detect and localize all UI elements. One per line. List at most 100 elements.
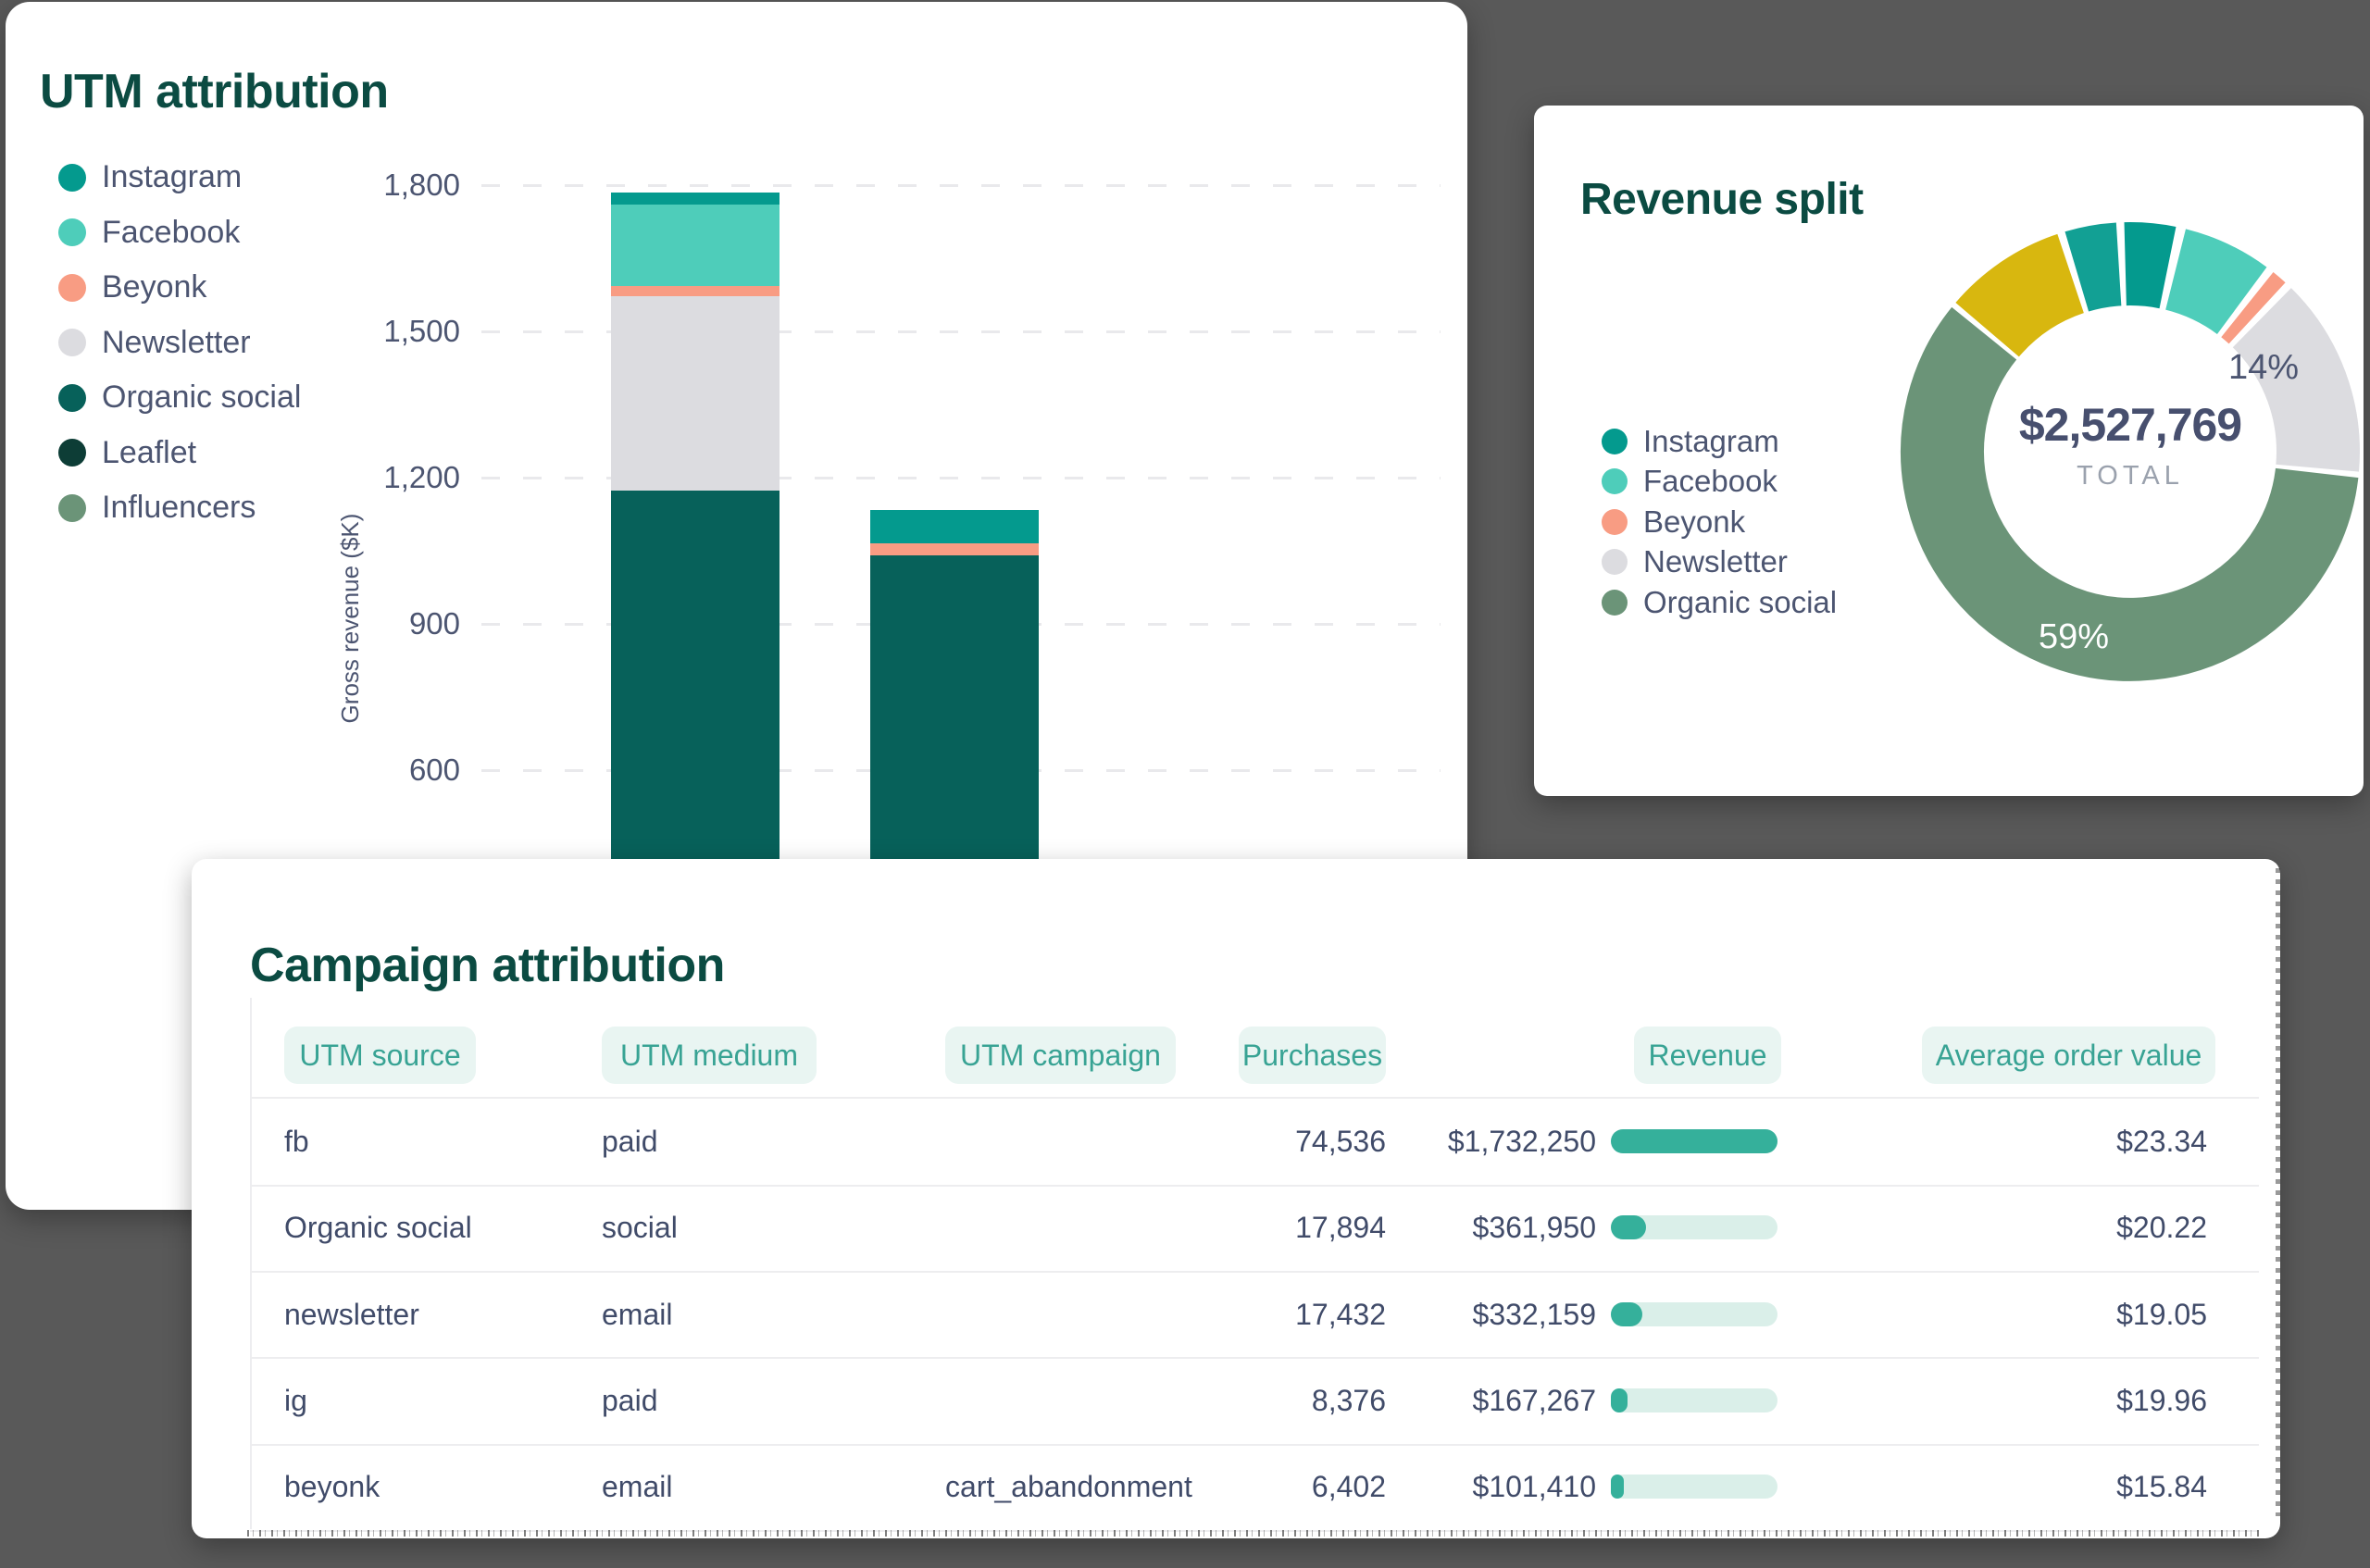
revenue-bar-track [1611,1475,1778,1500]
donut-segment-beyonk[interactable] [2220,271,2286,344]
cell-utm-medium: paid [602,1125,658,1158]
campaign-attribution-card: Campaign attribution UTM source UTM mediu… [192,859,2280,1538]
donut-total-label: TOTAL [2077,461,2184,491]
campaign-table: UTM source UTM medium UTM campaign Purchase… [192,859,2280,1538]
cell-utm-medium: email [602,1470,673,1504]
legend-dot-icon [58,493,86,522]
row-separator [250,1443,2259,1446]
cell-utm-source: beyonk [284,1470,380,1504]
revenue-bar-fill [1611,1129,1778,1153]
cell-avg-order-value: $23.34 [2116,1125,2207,1158]
legend-item-organic-social[interactable]: Organic social [1602,582,1837,623]
legend-item-newsletter[interactable]: Newsletter [58,316,301,371]
bar-1-segment-instagram[interactable] [611,192,780,205]
legend-item-beyonk[interactable]: Beyonk [58,260,301,316]
legend-label: Facebook [102,214,241,250]
legend-label: Newsletter [102,324,251,360]
cell-avg-order-value: $20.22 [2116,1211,2207,1245]
utm-legend: Instagram Facebook Beyonk Newsletter Organic… [58,150,301,536]
cell-revenue: $361,950 [1472,1211,1596,1245]
clipped-row-artifact [247,1530,2262,1537]
legend-dot-icon [1602,549,1628,576]
revenue-bar-fill [1611,1475,1624,1500]
cell-purchases: 17,894 [1295,1211,1386,1245]
bar-1-segment-beyonk[interactable] [611,286,780,297]
legend-item-facebook[interactable]: Facebook [1602,462,1837,503]
legend-item-beyonk[interactable]: Beyonk [1602,502,1837,542]
cell-revenue: $167,267 [1472,1383,1596,1417]
bar-2-segment-beyonk[interactable] [870,543,1039,556]
cell-revenue: $332,159 [1472,1297,1596,1331]
column-header-revenue[interactable]: Revenue [1634,1027,1781,1084]
donut-segment-organic-social[interactable] [1901,306,2359,681]
legend-dot-icon [1602,468,1628,495]
legend-item-influencers[interactable]: Influencers [58,480,301,536]
donut-total-value: $2,527,769 [2018,399,2242,451]
legend-dot-icon [58,163,86,192]
revenue-legend: Instagram Facebook Beyonk Newsletter Organic… [1602,421,1837,623]
cell-utm-source: ig [284,1383,307,1417]
cell-utm-medium: paid [602,1383,658,1417]
bar-1-segment-facebook[interactable] [611,205,780,287]
legend-item-facebook[interactable]: Facebook [58,205,301,261]
legend-dot-icon [1602,508,1628,535]
cell-purchases: 8,376 [1311,1383,1386,1417]
cell-utm-source: newsletter [284,1297,419,1331]
donut-segment-instagram[interactable] [2124,222,2177,309]
cell-utm-source: fb [284,1125,309,1158]
legend-label: Instagram [102,159,243,195]
legend-label: Facebook [1643,464,1778,499]
clipped-edge-artifact [2276,868,2280,1516]
legend-item-organic-social[interactable]: Organic social [58,370,301,426]
column-header-utm-source[interactable]: UTM source [284,1027,476,1084]
organic-percent-label: 59% [2038,617,2110,656]
revenue-bar-track [1611,1215,1778,1240]
legend-item-leaflet[interactable]: Leaflet [58,426,301,481]
revenue-bar-track [1611,1388,1778,1412]
revenue-bar-track [1611,1301,1778,1326]
revenue-split-card: Revenue split Instagram Facebook Beyonk New… [1534,106,2364,796]
bar-1-segment-newsletter[interactable] [611,296,780,492]
column-header-purchases[interactable]: Purchases [1239,1027,1386,1084]
utm-card-title: UTM attribution [40,65,389,119]
legend-dot-icon [58,383,86,412]
legend-label: Beyonk [102,269,207,305]
legend-label: Organic social [1643,584,1838,619]
cell-purchases: 74,536 [1295,1125,1386,1158]
cell-utm-campaign: cart_abandonment [945,1470,1192,1504]
legend-label: Newsletter [1643,544,1788,579]
column-header-avg-order-value[interactable]: Average order value [1922,1027,2215,1084]
y-tick-1200: 1,200 [383,460,460,494]
legend-label: Beyonk [1643,504,1746,539]
revenue-donut-chart [1901,222,2360,681]
legend-dot-icon [1602,428,1628,454]
newsletter-percent-label: 14% [2227,348,2300,387]
cell-revenue: $101,410 [1472,1470,1596,1504]
legend-dot-icon [1602,589,1628,616]
revenue-bar-fill [1611,1301,1642,1326]
cell-avg-order-value: $19.05 [2116,1297,2207,1331]
donut-segment-facebook[interactable] [2164,229,2267,335]
legend-item-instagram[interactable]: Instagram [58,150,301,205]
column-header-utm-campaign[interactable]: UTM campaign [945,1027,1176,1084]
donut-segment-newsletter[interactable] [2231,288,2360,472]
column-header-utm-medium[interactable]: UTM medium [602,1027,817,1084]
header-separator [250,1097,2259,1099]
row-separator [250,1270,2259,1273]
donut-segment-6[interactable] [1955,233,2085,358]
legend-label: Organic social [102,380,302,416]
row-separator [250,1357,2259,1360]
legend-item-instagram[interactable]: Instagram [1602,421,1837,462]
table-left-border [250,998,252,1529]
bar-2-segment-instagram[interactable] [870,510,1039,544]
legend-dot-icon [58,218,86,247]
revenue-card-title: Revenue split [1580,174,1864,224]
legend-item-newsletter[interactable]: Newsletter [1602,542,1837,583]
donut-segment-7[interactable] [2064,222,2123,312]
legend-label: Influencers [102,490,256,526]
cell-revenue: $1,732,250 [1447,1125,1596,1158]
legend-dot-icon [58,329,86,357]
legend-dot-icon [58,273,86,302]
revenue-bar-fill [1611,1388,1628,1412]
